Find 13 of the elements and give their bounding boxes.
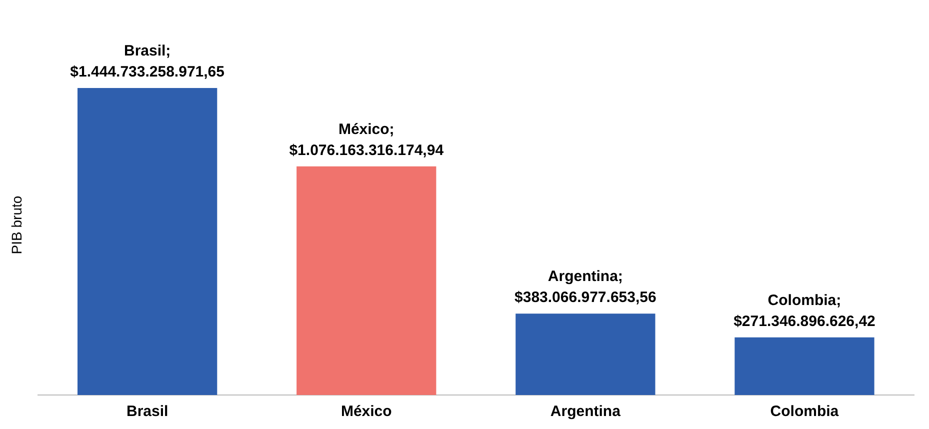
- y-axis-title: PIB bruto: [8, 196, 24, 254]
- bar: [78, 88, 218, 395]
- bar: [296, 166, 436, 395]
- bar: [516, 314, 656, 395]
- x-tick-label: Argentina: [550, 403, 622, 420]
- x-tick-label: Colombia: [770, 403, 840, 420]
- data-label: Colombia; $271.346.896.626,42: [734, 292, 876, 330]
- x-tick-label: México: [340, 403, 392, 420]
- data-label: México; $1.076.163.316.174,94: [289, 120, 444, 159]
- data-label: Brasil; $1.444.733.258.971,65: [70, 42, 224, 81]
- data-label: Argentina; $383.066.977.653,56: [514, 268, 656, 306]
- x-tick-label: Brasil: [126, 403, 168, 420]
- bar: [734, 337, 874, 395]
